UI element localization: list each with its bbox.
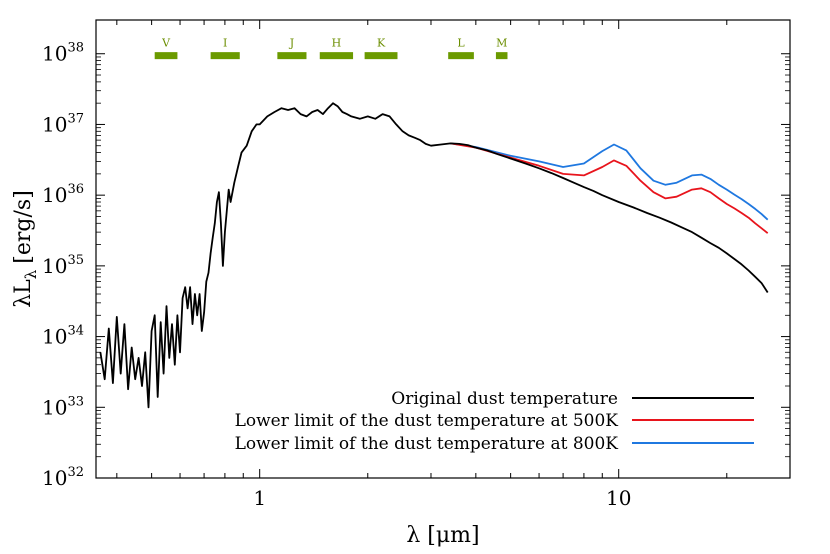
legend-label-2: Lower limit of the dust temperature at 8… [235, 434, 619, 454]
y-tick-label: 1036 [42, 182, 84, 207]
band-bar-V [154, 52, 178, 60]
band-bar-J [277, 52, 307, 60]
band-bar-K [364, 52, 398, 60]
band-label-V: V [161, 37, 171, 50]
y-tick-label: 1038 [42, 41, 84, 66]
legend-label-0: Original dust temperature [391, 389, 618, 409]
y-tick-label: 1037 [42, 111, 84, 136]
band-label-H: H [332, 37, 342, 50]
band-label-J: J [289, 37, 294, 50]
series-line-2 [450, 142, 769, 221]
series-line-0 [99, 102, 769, 409]
plot-frame [95, 19, 791, 479]
x-tick-label: 10 [606, 486, 631, 510]
band-bar-I [210, 52, 240, 60]
series-line-1 [450, 142, 769, 234]
y-axis-label: λLλ [erg/s] [11, 190, 40, 308]
x-axis-ticks: 1 10 [116, 20, 791, 510]
band-label-K: K [377, 37, 386, 50]
band-bar-L [448, 52, 474, 60]
y-tick-label: 1035 [42, 253, 84, 278]
band-label-L: L [457, 37, 465, 50]
x-axis-label: λ [μm] [406, 523, 479, 548]
y-axis-label-unit: [erg/s] [11, 190, 36, 264]
y-tick-label: 1034 [42, 324, 84, 349]
legend-label-1: Lower limit of the dust temperature at 5… [235, 411, 619, 431]
band-bar-H [319, 52, 354, 60]
y-axis-label-main: λL [11, 279, 36, 308]
series-lines [99, 102, 769, 409]
x-tick-label: 1 [253, 486, 266, 510]
y-tick-label: 1032 [42, 465, 84, 490]
band-label-I: I [223, 37, 227, 50]
y-axis-ticks: 1032 1033 1034 1035 1036 1037 1038 [42, 41, 790, 490]
band-label-M: M [496, 37, 507, 50]
band-bar-M [495, 52, 508, 60]
y-axis-label-sub: λ [22, 269, 40, 279]
y-tick-label: 1033 [42, 394, 84, 419]
